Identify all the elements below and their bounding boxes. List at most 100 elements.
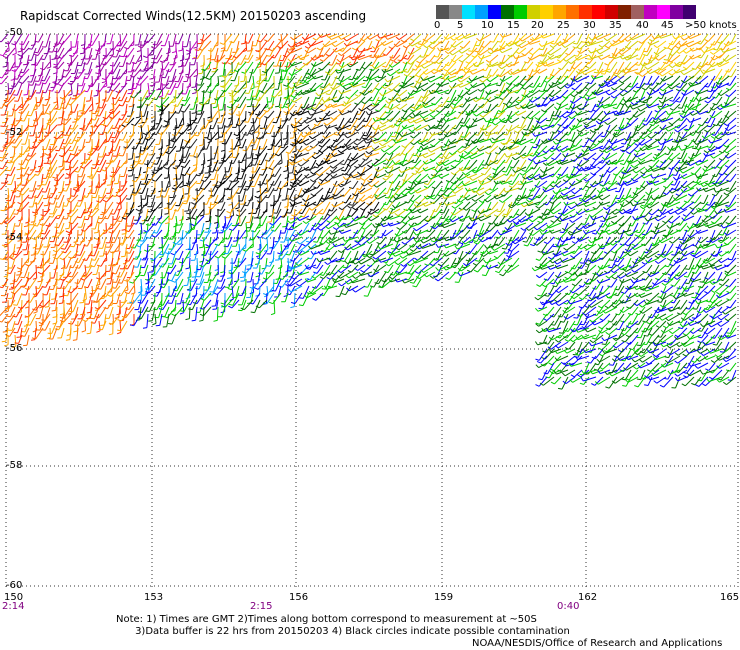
wind-barb-flag — [221, 157, 226, 160]
wind-barb — [616, 166, 625, 176]
wind-barb-flag — [264, 39, 269, 42]
wind-barb — [195, 75, 198, 88]
wind-barb — [89, 89, 93, 101]
wind-barb-flag — [498, 109, 502, 113]
wind-barb-flag — [264, 115, 269, 119]
wind-barb — [679, 82, 688, 92]
wind-barb-flag — [717, 92, 722, 96]
wind-barb-flag — [508, 185, 513, 189]
wind-barb-flag — [574, 56, 579, 61]
wind-barb — [595, 82, 604, 94]
wind-barb-flag — [489, 62, 493, 67]
wind-barb — [482, 75, 492, 83]
wind-barb — [215, 61, 219, 72]
wind-barb-flag — [360, 38, 364, 42]
wind-barb — [99, 54, 107, 67]
wind-barb — [102, 124, 107, 135]
wind-barb — [210, 110, 219, 122]
wind-barb-flag — [659, 88, 664, 92]
wind-barb — [612, 40, 625, 47]
wind-barb-flag — [441, 194, 445, 199]
wind-barb — [217, 89, 226, 101]
wind-barb-flag — [361, 101, 366, 105]
wind-barb — [401, 131, 415, 138]
wind-barb — [320, 33, 331, 38]
wind-barb-flag — [41, 184, 46, 186]
wind-barb-flag — [605, 130, 610, 133]
wind-barb-flag — [228, 203, 233, 206]
wind-barb-flag — [725, 87, 731, 91]
wind-barb — [534, 61, 541, 72]
wind-barb-flag — [103, 124, 108, 127]
wind-barb — [131, 75, 135, 90]
wind-barb — [513, 159, 520, 169]
wind-barb — [323, 124, 331, 135]
wind-barb — [632, 33, 646, 41]
wind-barb — [205, 82, 212, 93]
wind-barb-flag — [347, 121, 353, 124]
wind-barb — [499, 68, 506, 77]
wind-barb — [380, 89, 387, 102]
wind-barb-flag — [341, 169, 346, 172]
wind-barb-flag — [143, 147, 148, 150]
wind-barb — [63, 138, 72, 150]
wind-barb — [704, 131, 716, 139]
wind-barb-flag — [464, 98, 469, 102]
wind-barb — [258, 145, 268, 157]
wind-barb-flag — [723, 122, 728, 127]
wind-barb — [225, 131, 233, 145]
wind-barb-flag — [335, 69, 339, 74]
wind-barb-flag — [292, 150, 297, 153]
wind-barb-flag — [382, 65, 387, 68]
wind-barb-flag — [438, 156, 443, 159]
wind-barb-flag — [400, 84, 404, 89]
wind-barb — [555, 110, 562, 120]
wind-barb-flag — [643, 54, 648, 57]
wind-barb — [265, 117, 275, 130]
wind-barb-flag — [597, 118, 602, 122]
wind-barb-flag — [718, 158, 723, 161]
wind-barb-flag — [416, 60, 421, 64]
wind-barb — [237, 89, 247, 102]
wind-barb — [261, 82, 268, 92]
wind-barb-flag — [285, 151, 290, 154]
wind-barb — [280, 152, 283, 164]
wind-barb — [177, 75, 184, 88]
wind-barb — [259, 47, 268, 59]
wind-barb — [622, 89, 632, 97]
wind-barb — [560, 68, 569, 80]
wind-barb-flag — [356, 48, 360, 53]
wind-barb-flag — [395, 70, 399, 75]
wind-barb — [569, 61, 576, 72]
wind-barb — [586, 96, 597, 101]
wind-barb-flag — [244, 61, 249, 64]
wind-barb — [633, 96, 646, 106]
wind-barb-flag — [564, 133, 569, 136]
wind-barb — [325, 40, 338, 48]
wind-barb — [626, 54, 639, 61]
wind-barb-flag — [710, 155, 714, 159]
wind-barb-flag — [348, 204, 353, 206]
wind-barb — [281, 54, 289, 67]
wind-barb — [167, 110, 177, 123]
wind-barb-flag — [0, 188, 2, 190]
wind-barb-flag — [477, 138, 481, 143]
wind-barb-flag — [297, 55, 301, 60]
wind-barb-flag — [626, 122, 631, 126]
wind-barb — [39, 75, 44, 86]
wind-barb-flag — [336, 69, 341, 72]
wind-barb-flag — [541, 140, 545, 144]
wind-barb — [692, 47, 702, 52]
wind-barb-flag — [465, 143, 470, 147]
wind-barb — [586, 124, 597, 130]
wind-barb-flag — [499, 78, 504, 82]
wind-barb — [593, 75, 604, 80]
wind-barb — [164, 33, 170, 46]
wind-barb — [558, 47, 569, 59]
wind-barb-flag — [468, 77, 472, 82]
wind-barb — [662, 82, 674, 92]
wind-barb-flag — [703, 152, 707, 157]
wind-barb — [643, 180, 653, 189]
wind-barb — [486, 68, 492, 78]
wind-barb — [693, 89, 702, 102]
